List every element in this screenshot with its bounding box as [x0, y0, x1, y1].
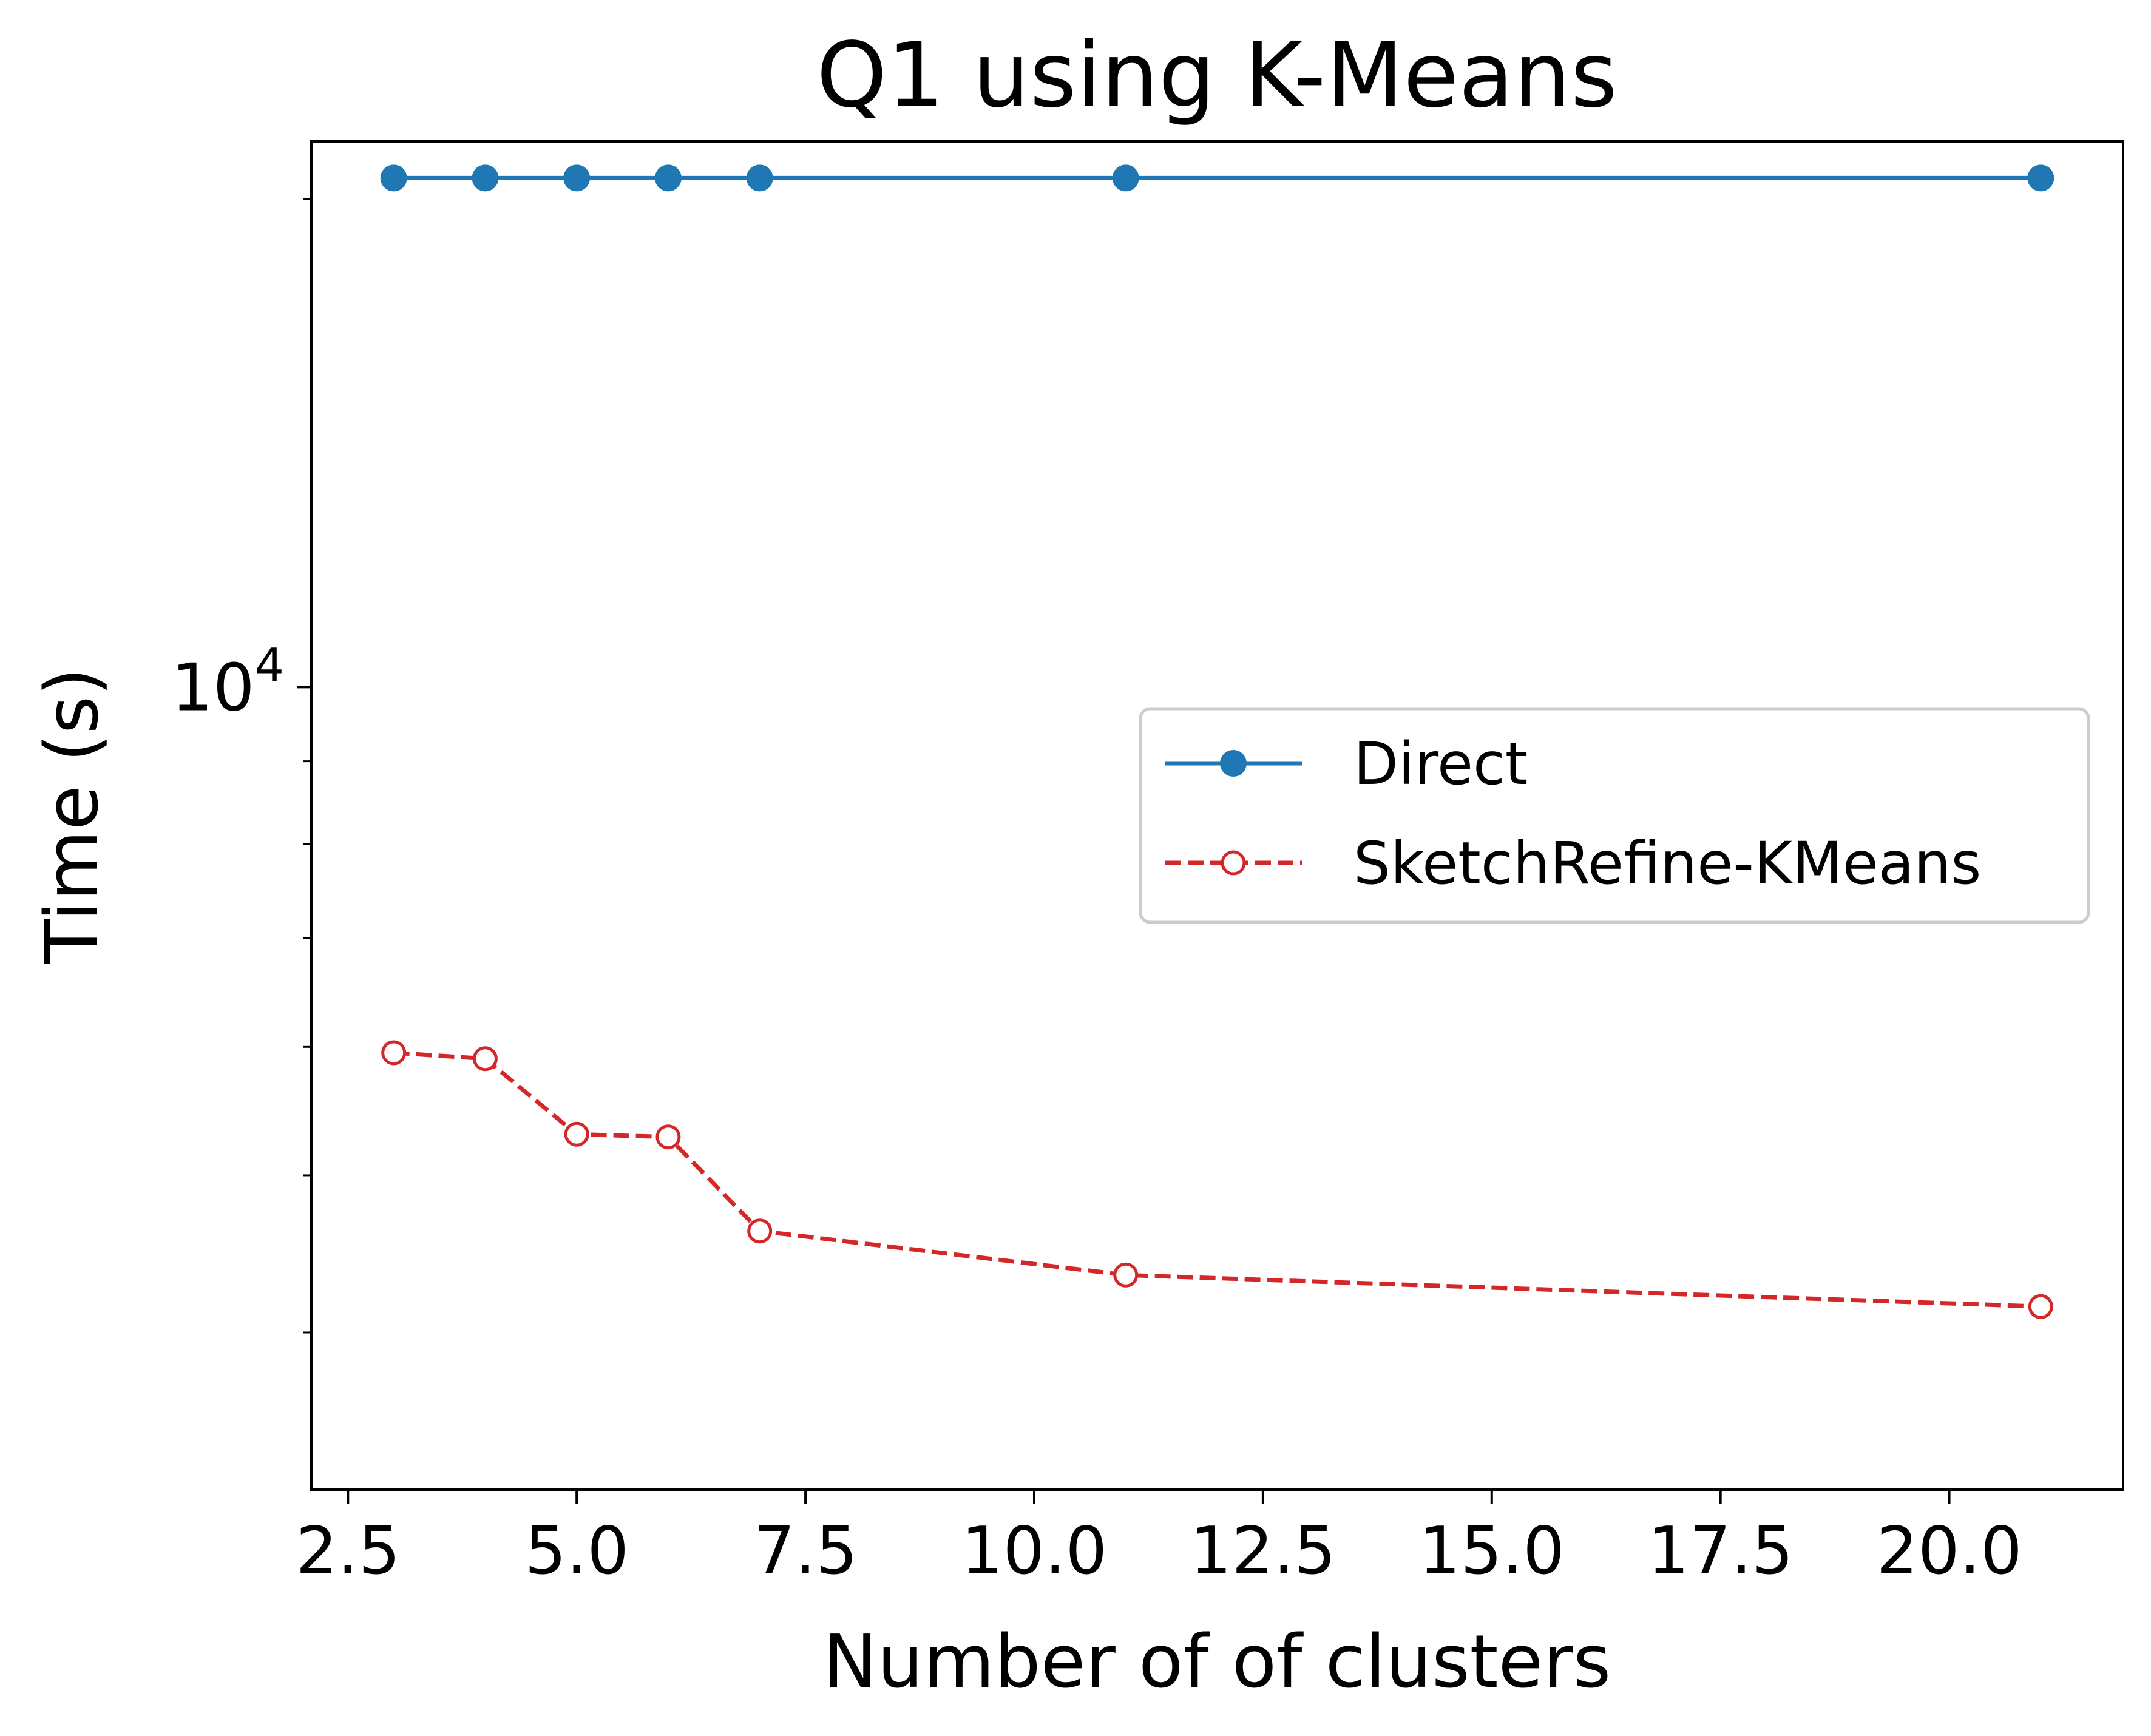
series-sketchrefine-kmeans — [381, 1040, 2053, 1319]
data-point — [380, 164, 407, 192]
x-tick-label: 17.5 — [1647, 1513, 1793, 1589]
x-tick-label: 5.0 — [524, 1513, 629, 1589]
y-tick-label: 104 — [171, 638, 284, 726]
data-point — [654, 164, 682, 192]
x-tick-label: 7.5 — [753, 1513, 858, 1589]
x-tick-label: 12.5 — [1190, 1513, 1336, 1589]
x-axis: 2.5 5.0 7.5 10.0 12.5 15.0 17.5 20.0 — [296, 1490, 2022, 1589]
x-tick-label: 2.5 — [296, 1513, 400, 1589]
legend: Direct SketchRefine-KMeans — [1139, 707, 2090, 924]
data-point — [2028, 1294, 2053, 1319]
chart-title: Q1 using K-Means — [816, 23, 1617, 127]
data-point — [472, 164, 499, 192]
y-axis-label: Time (s) — [30, 667, 115, 964]
legend-label: SketchRefine-KMeans — [1353, 829, 1981, 897]
data-point — [2027, 164, 2054, 192]
data-point — [472, 1046, 498, 1072]
x-tick-label: 10.0 — [961, 1513, 1107, 1589]
legend-marker — [1221, 850, 1246, 876]
data-point — [564, 1121, 589, 1147]
data-point — [381, 1040, 407, 1066]
legend-item-direct: Direct — [1165, 730, 1528, 798]
plot-series — [380, 164, 2054, 1319]
data-point — [563, 164, 591, 192]
x-axis-label: Number of of clusters — [823, 1620, 1611, 1704]
data-point — [1113, 1262, 1139, 1288]
data-point — [1112, 164, 1139, 192]
plot-frame — [310, 140, 2124, 1491]
legend-item-sketchrefine-kmeans: SketchRefine-KMeans — [1165, 829, 1981, 897]
legend-marker — [1220, 750, 1247, 777]
x-tick-label: 15.0 — [1419, 1513, 1565, 1589]
data-point — [655, 1124, 681, 1150]
legend-frame — [1139, 707, 2090, 924]
series-direct — [380, 164, 2054, 192]
series-line — [393, 1050, 2041, 1309]
legend-label: Direct — [1353, 730, 1528, 798]
data-point — [746, 164, 773, 192]
y-axis: 104 — [171, 198, 311, 1334]
x-tick-label: 20.0 — [1876, 1513, 2022, 1589]
data-point — [747, 1218, 773, 1244]
